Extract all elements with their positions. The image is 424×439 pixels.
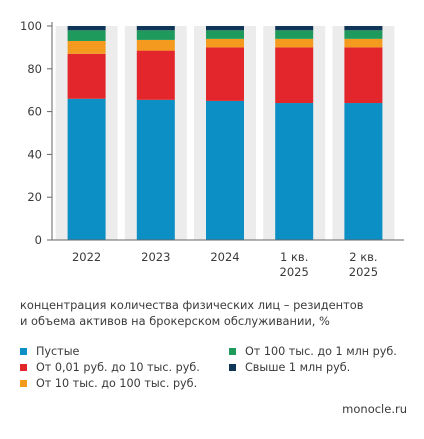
- x-tick-label-line: 1 кв.: [280, 250, 308, 264]
- x-tick-label-line: 2024: [210, 250, 239, 264]
- bar-segment-4: [136, 26, 175, 31]
- legend-label: От 100 тыс. до 1 млн руб.: [245, 345, 397, 358]
- legend-item-100k-1m: От 100 тыс. до 1 млн руб.: [229, 345, 397, 358]
- legend-swatch: [229, 364, 236, 371]
- bar-segment-2: [67, 40, 106, 54]
- bar-segment-3: [344, 30, 383, 39]
- legend-item-0-10k: От 0,01 руб. до 10 тыс. руб.: [20, 361, 200, 374]
- y-tick-label: 0: [35, 233, 42, 247]
- x-tick-label: 2 кв. 2025: [349, 250, 378, 279]
- x-tick-label: 1 кв. 2025: [280, 250, 309, 279]
- bar-segment-3: [136, 30, 175, 40]
- x-tick-label-line: 2025: [280, 265, 309, 279]
- y-tick-label: 60: [27, 105, 42, 119]
- x-tick-label: 2023: [141, 250, 170, 264]
- bar-segment-2: [344, 38, 383, 48]
- legend-item-empty: Пустые: [20, 345, 79, 358]
- legend-item-over-1m: Свыше 1 млн руб.: [229, 361, 350, 374]
- bar-segment-2: [136, 39, 175, 51]
- bar-segment-3: [275, 30, 314, 39]
- axes-layer: [47, 22, 404, 241]
- bar-segment-1: [275, 47, 314, 104]
- bar-segment-2: [206, 38, 244, 48]
- bar-segment-1: [206, 47, 244, 101]
- chart-legend: Пустые От 0,01 руб. до 10 тыс. руб. От 1…: [20, 343, 420, 393]
- x-tick-label-line: 2025: [349, 265, 378, 279]
- bar-segment-4: [344, 26, 383, 31]
- bar-segment-2: [275, 38, 314, 48]
- bar-segment-3: [206, 30, 244, 39]
- bar-segment-4: [206, 26, 244, 31]
- bar-segment-3: [67, 30, 106, 41]
- legend-label: От 10 тыс. до 100 тыс. руб.: [36, 377, 198, 390]
- bar-segment-1: [344, 47, 383, 104]
- legend-swatch: [20, 348, 27, 355]
- bar-segment-4: [275, 26, 314, 31]
- bar-segment-0: [67, 98, 106, 240]
- bar-segment-0: [206, 100, 244, 241]
- y-tick-label: 40: [27, 147, 42, 161]
- caption-line-2: и объема активов на брокерском обслужива…: [20, 313, 330, 328]
- legend-swatch: [229, 348, 236, 355]
- x-tick-label-line: 2 кв.: [349, 250, 377, 264]
- caption-line-1: концентрация количества физических лиц –…: [20, 298, 364, 312]
- y-tick-label: 100: [20, 19, 42, 33]
- x-tick-label-line: 2022: [72, 250, 101, 264]
- x-tick-label-line: 2023: [141, 250, 170, 264]
- source-label: monocle.ru: [342, 402, 407, 416]
- legend-swatch: [20, 364, 27, 371]
- y-tick-label: 20: [27, 190, 42, 204]
- y-tick-label: 80: [27, 62, 42, 76]
- bar-segment-0: [344, 103, 383, 240]
- x-tick-label: 2024: [210, 250, 239, 264]
- bars-layer: [67, 26, 383, 241]
- bar-segment-1: [67, 53, 106, 99]
- chart-caption: концентрация количества физических лиц –…: [20, 298, 410, 329]
- x-tick-label: 2022: [72, 250, 101, 264]
- bar-segment-0: [136, 99, 175, 240]
- bar-segment-1: [136, 50, 175, 100]
- legend-label: Свыше 1 млн руб.: [245, 361, 351, 374]
- legend-label: От 0,01 руб. до 10 тыс. руб.: [36, 361, 200, 374]
- legend-swatch: [20, 380, 27, 387]
- bar-segment-4: [67, 26, 106, 31]
- bar-segment-0: [275, 103, 314, 240]
- legend-item-10k-100k: От 10 тыс. до 100 тыс. руб.: [20, 377, 197, 390]
- legend-label: Пустые: [36, 345, 80, 358]
